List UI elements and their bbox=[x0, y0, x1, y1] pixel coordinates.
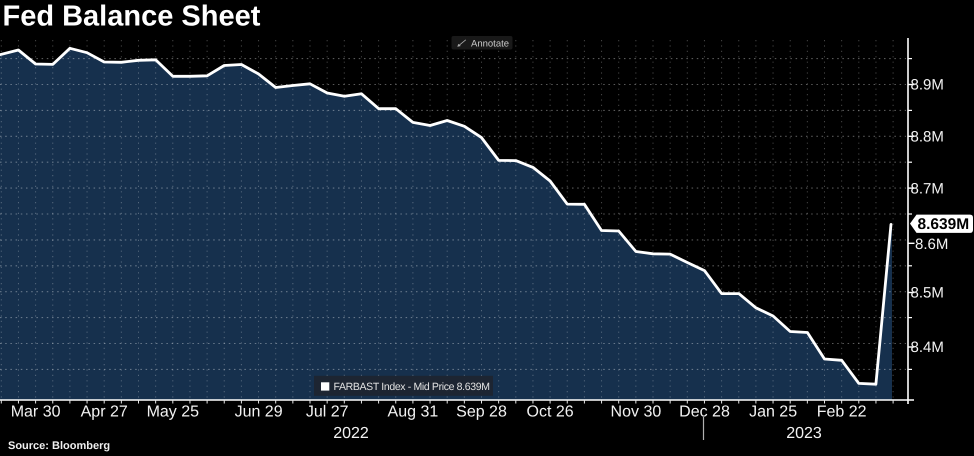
svg-text:Nov 30: Nov 30 bbox=[611, 404, 662, 421]
svg-text:Annotate: Annotate bbox=[471, 39, 509, 50]
svg-text:8.9M: 8.9M bbox=[911, 77, 944, 94]
svg-text:Jan 25: Jan 25 bbox=[749, 404, 797, 421]
svg-text:8.4M: 8.4M bbox=[911, 339, 944, 356]
svg-text:Feb 22: Feb 22 bbox=[817, 404, 867, 421]
svg-text:Mar 30: Mar 30 bbox=[11, 404, 61, 421]
svg-text:8.639M: 8.639M bbox=[918, 216, 970, 233]
svg-text:8.6M: 8.6M bbox=[915, 236, 948, 253]
svg-text:Dec 28: Dec 28 bbox=[679, 404, 730, 421]
svg-text:Aug 31: Aug 31 bbox=[388, 404, 439, 421]
svg-text:8.5M: 8.5M bbox=[911, 285, 944, 302]
svg-text:Sep 28: Sep 28 bbox=[456, 404, 507, 421]
svg-text:Oct 26: Oct 26 bbox=[527, 404, 574, 421]
svg-text:Apr 27: Apr 27 bbox=[81, 404, 128, 421]
svg-text:8.8M: 8.8M bbox=[911, 129, 944, 146]
svg-text:8.7M: 8.7M bbox=[911, 180, 944, 197]
svg-text:2023: 2023 bbox=[786, 425, 822, 442]
svg-text:2022: 2022 bbox=[333, 425, 369, 442]
svg-text:Jul 27: Jul 27 bbox=[306, 404, 349, 421]
svg-text:May 25: May 25 bbox=[147, 404, 200, 421]
svg-text:Fed Balance Sheet: Fed Balance Sheet bbox=[3, 1, 261, 33]
svg-text:FARBAST Index - Mid Price 8.63: FARBAST Index - Mid Price 8.639M bbox=[334, 381, 490, 393]
svg-text:Jun 29: Jun 29 bbox=[235, 404, 283, 421]
svg-text:Source: Bloomberg: Source: Bloomberg bbox=[8, 440, 110, 452]
